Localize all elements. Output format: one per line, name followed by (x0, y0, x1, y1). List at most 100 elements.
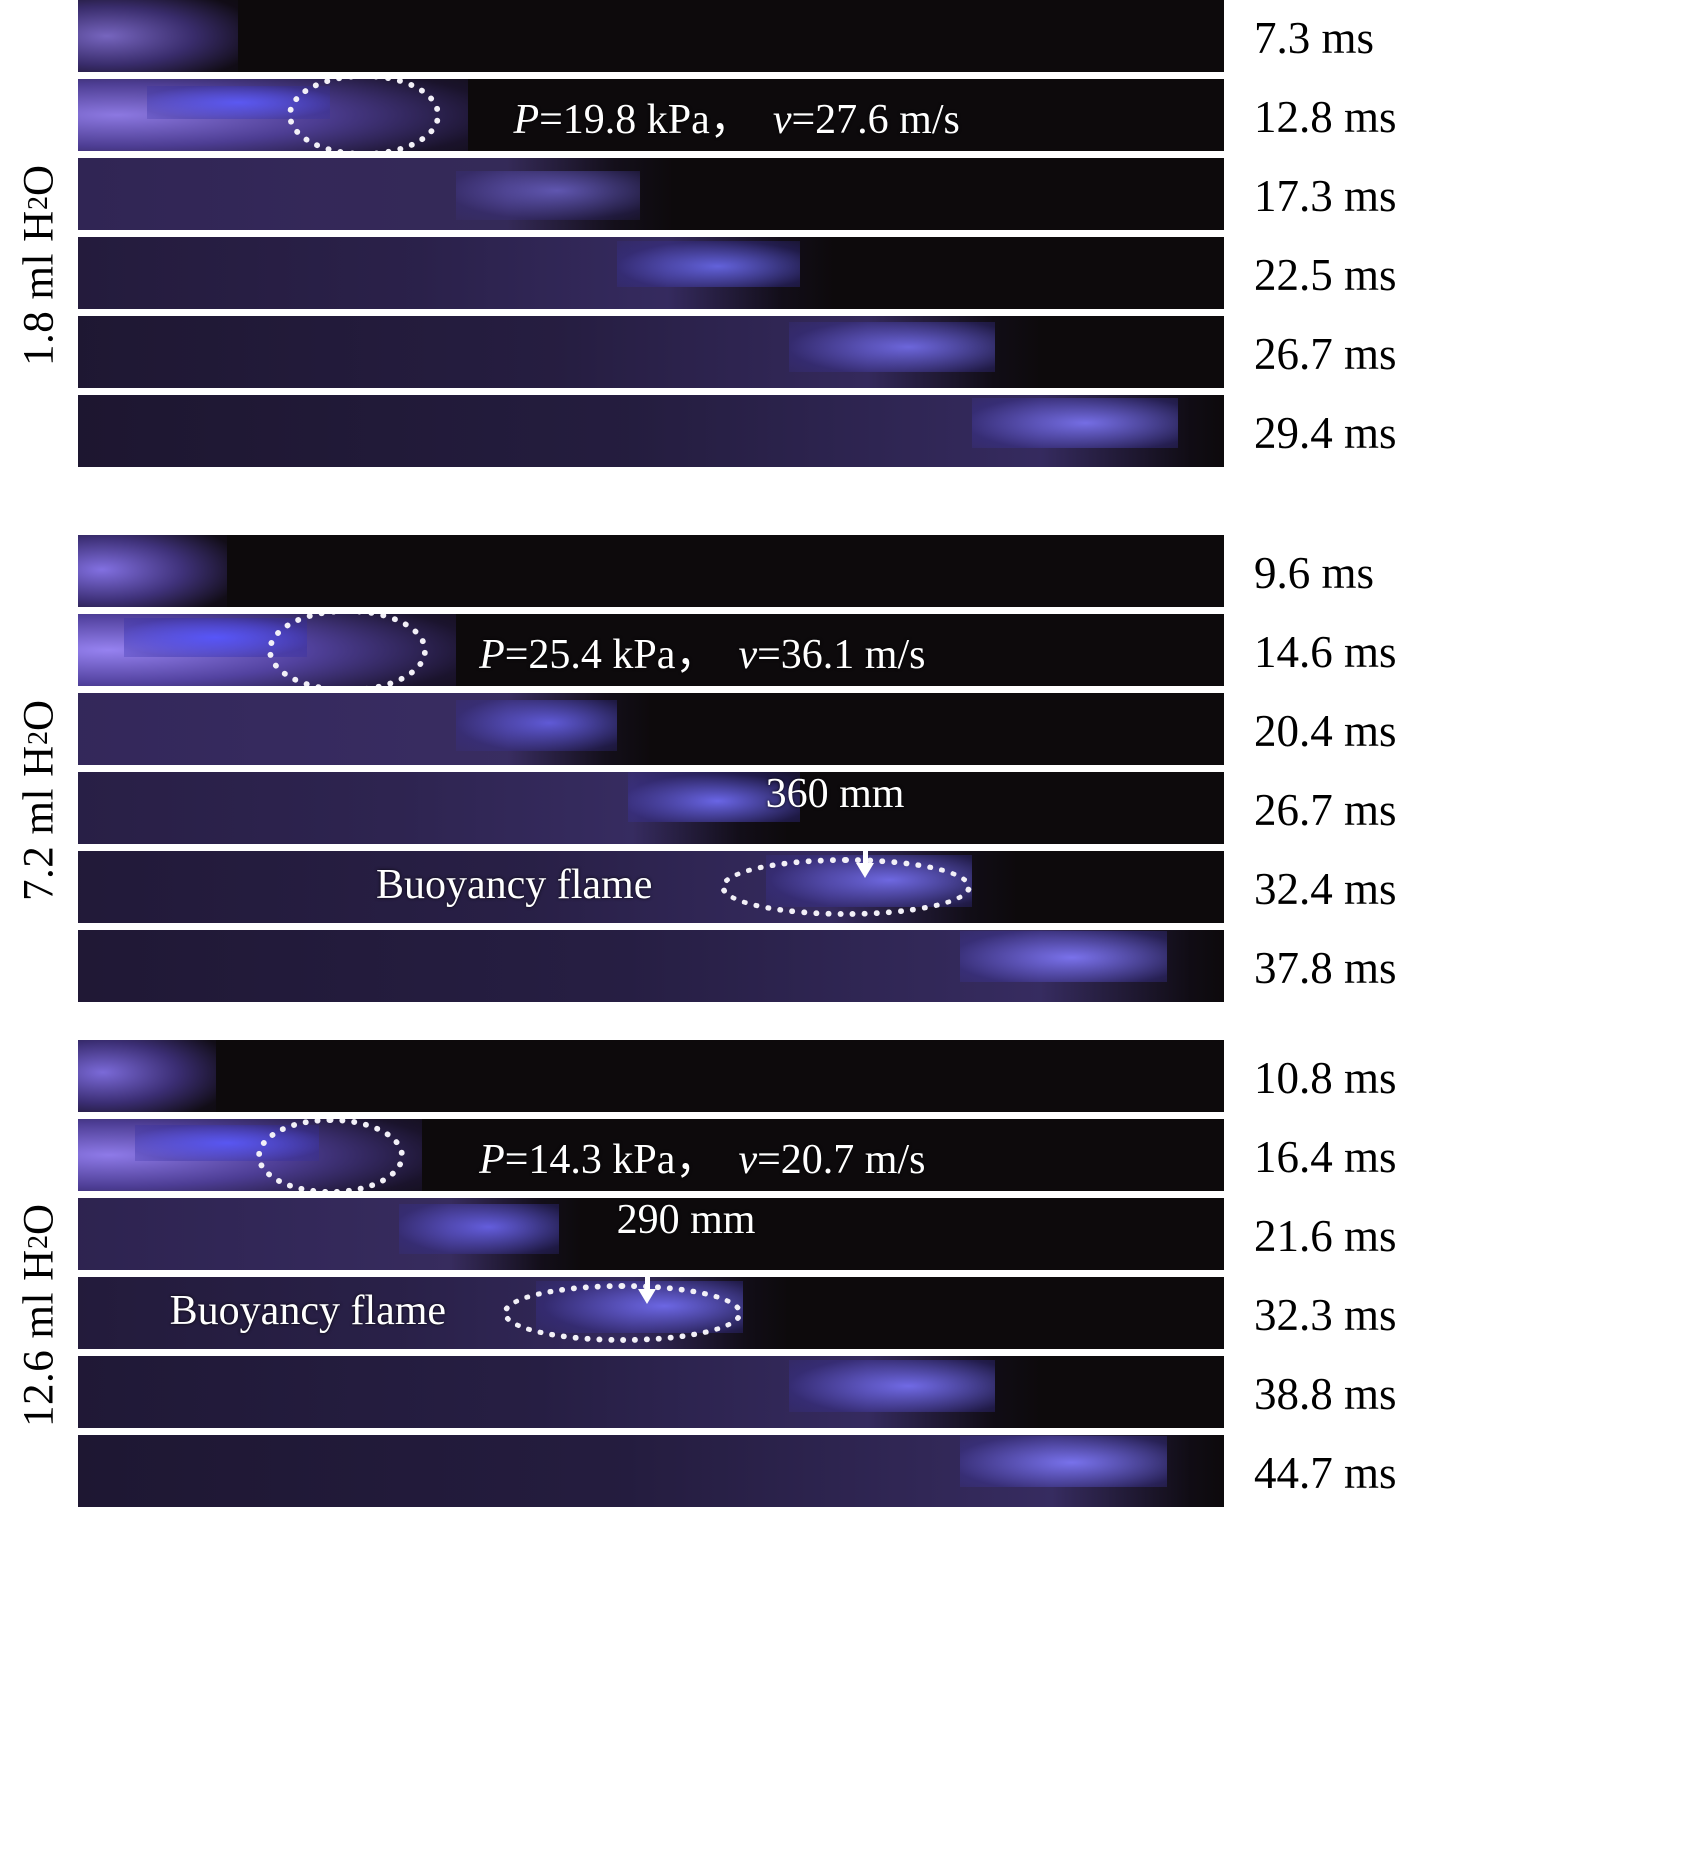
flame-hotspot (398, 1203, 560, 1255)
pressure-value: =19.8 kPa， (539, 97, 752, 143)
frame-row (78, 1435, 1224, 1507)
flame-region (78, 535, 227, 607)
time-label: 26.7 ms (1254, 329, 1397, 379)
flame-hotspot (788, 321, 995, 373)
flame-region (78, 1356, 1041, 1428)
time-label: 20.4 ms (1254, 706, 1397, 756)
frame-row (78, 158, 1224, 230)
frame-row (78, 930, 1224, 1002)
velocity-symbol: v (772, 97, 792, 143)
group-label-text: 12.6 ml H (15, 1249, 63, 1427)
frame-row (78, 0, 1224, 72)
flame-region (78, 930, 1224, 1002)
frame-row: Buoyancy flame (78, 851, 1224, 923)
pressure-symbol: P (479, 632, 505, 678)
pressure-velocity-annotation: P=19.8 kPa， v=27.6 m/s (513, 85, 959, 146)
buoyancy-flame-label: Buoyancy flame (375, 862, 653, 908)
flame-region (78, 316, 1041, 388)
velocity-value: =36.1 m/s (757, 632, 926, 678)
flame-hotspot (960, 931, 1167, 982)
time-label: 44.7 ms (1254, 1448, 1397, 1498)
pressure-velocity-annotation: P=14.3 kPa， v=20.7 m/s (479, 1125, 925, 1186)
time-label: 9.6 ms (1254, 548, 1375, 598)
flame-hotspot (456, 700, 617, 751)
distance-arrow-icon (638, 1277, 657, 1304)
frame-row (78, 237, 1224, 309)
flame-highlight-ellipse (267, 614, 428, 686)
group-label-tail: O (15, 1203, 63, 1235)
flame-hotspot (788, 1360, 995, 1413)
group-label-tail: O (15, 699, 63, 731)
flame-hotspot (960, 1436, 1167, 1487)
frame-row: P=25.4 kPa， v=36.1 m/s (78, 614, 1224, 686)
velocity-value: =27.6 m/s (791, 97, 960, 143)
frame-strip-7p2ml: P=25.4 kPa， v=36.1 m/s 360 mm Buoyancy f… (78, 535, 1224, 1002)
time-label: 17.3 ms (1254, 171, 1397, 221)
distance-label: 290 mm (616, 1198, 756, 1243)
pressure-value: =14.3 kPa， (504, 1137, 718, 1183)
group-label-tail: O (15, 164, 63, 196)
frame-strip-1p8ml: P=19.8 kPa， v=27.6 m/s (78, 0, 1224, 467)
frame-row: Buoyancy flame (78, 1277, 1224, 1349)
flame-region (78, 395, 1224, 467)
frame-row: 360 mm (78, 772, 1224, 844)
frame-row (78, 1040, 1224, 1112)
flame-region (78, 237, 835, 309)
buoyancy-flame-ellipse (502, 1283, 743, 1343)
velocity-symbol: v (738, 1137, 758, 1183)
distance-label: 360 mm (765, 772, 905, 817)
flame-region (78, 158, 674, 230)
time-label: 37.8 ms (1254, 943, 1397, 993)
flame-region (78, 772, 789, 844)
group-label-subscript: 2 (23, 1234, 54, 1250)
time-label: 16.4 ms (1254, 1132, 1397, 1182)
time-label: 26.7 ms (1254, 785, 1397, 835)
time-label: 7.3 ms (1254, 13, 1375, 63)
frame-row: P=14.3 kPa， v=20.7 m/s (78, 1119, 1224, 1191)
time-label: 22.5 ms (1254, 250, 1397, 300)
flame-hotspot (971, 397, 1179, 449)
group-label-subscript: 2 (23, 195, 54, 211)
frame-strip-12p6ml: P=14.3 kPa， v=20.7 m/s 290 mm Buoyancy f… (78, 1040, 1224, 1507)
frame-row: P=19.8 kPa， v=27.6 m/s (78, 79, 1224, 151)
flame-highlight-ellipse (286, 79, 442, 151)
buoyancy-flame-ellipse (719, 857, 972, 917)
time-label: 32.3 ms (1254, 1290, 1397, 1340)
frame-row (78, 693, 1224, 765)
pressure-value: =25.4 kPa， (504, 632, 718, 678)
frame-row (78, 1356, 1224, 1428)
pressure-symbol: P (479, 1137, 505, 1183)
frame-row: 290 mm (78, 1198, 1224, 1270)
velocity-value: =20.7 m/s (757, 1137, 926, 1183)
pressure-symbol: P (513, 97, 540, 143)
flame-highlight-ellipse (255, 1119, 405, 1191)
time-label: 38.8 ms (1254, 1369, 1397, 1419)
group-label-text: 7.2 ml H (15, 745, 63, 901)
buoyancy-flame-label: Buoyancy flame (169, 1288, 447, 1334)
frame-row (78, 535, 1224, 607)
flame-region (78, 1040, 216, 1112)
time-label: 12.8 ms (1254, 92, 1397, 142)
time-label: 21.6 ms (1254, 1211, 1397, 1261)
time-label: 29.4 ms (1254, 408, 1397, 458)
flame-hotspot (616, 241, 800, 288)
group-label-text: 1.8 ml H (15, 210, 63, 366)
distance-arrow-icon (856, 851, 874, 878)
flame-region (78, 1198, 583, 1270)
pressure-velocity-annotation: P=25.4 kPa， v=36.1 m/s (479, 620, 925, 681)
time-label: 32.4 ms (1254, 864, 1397, 914)
velocity-symbol: v (738, 632, 758, 678)
flame-hotspot (456, 170, 640, 220)
flame-region (78, 1435, 1224, 1507)
group-label-subscript: 2 (23, 730, 54, 746)
frame-row (78, 316, 1224, 388)
frame-row (78, 395, 1224, 467)
flame-region (78, 693, 651, 765)
time-label: 14.6 ms (1254, 627, 1397, 677)
